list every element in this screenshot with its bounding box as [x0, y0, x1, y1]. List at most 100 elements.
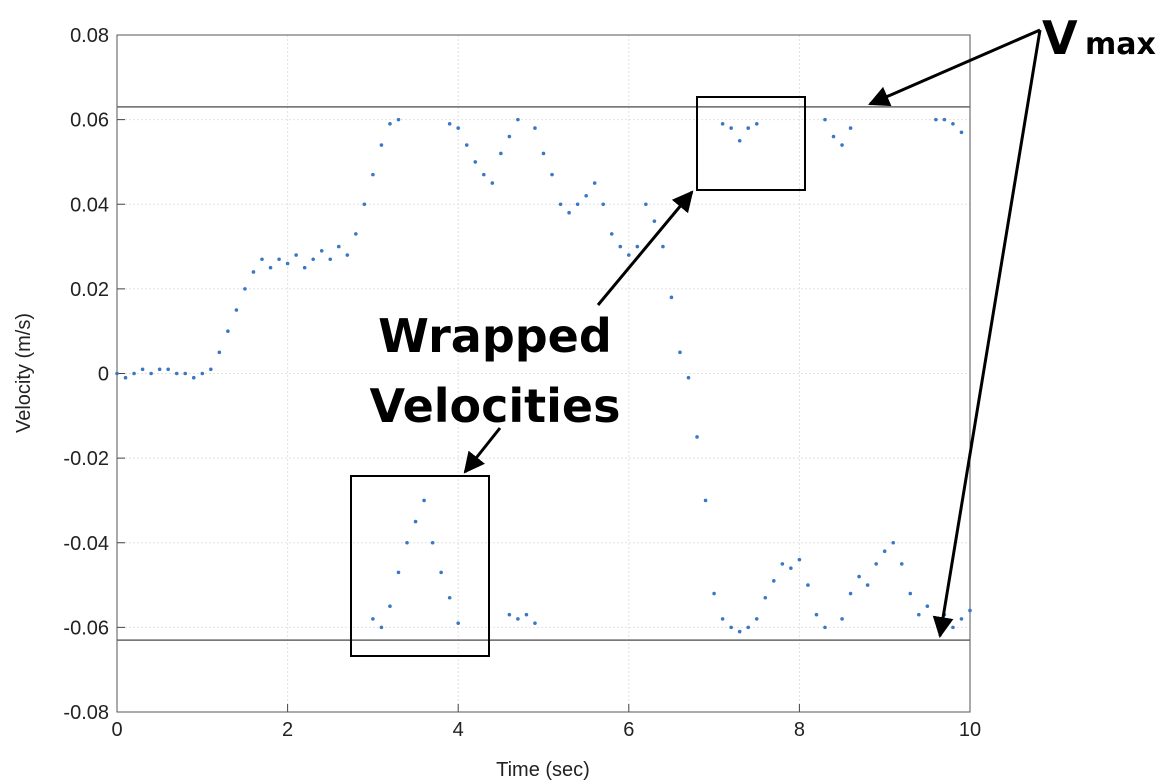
data-point: [319, 248, 324, 253]
data-point: [737, 629, 742, 634]
data-point: [132, 371, 136, 376]
y-tick-label: 0.06: [70, 110, 109, 132]
x-tick-label: 4: [453, 719, 464, 741]
data-point: [917, 612, 921, 617]
arrow: [596, 190, 694, 306]
annotation: V: [1042, 11, 1078, 65]
data-point: [524, 612, 529, 617]
data-point: [456, 621, 461, 625]
y-tick-label: 0.04: [70, 194, 109, 216]
data-point: [959, 617, 964, 621]
data-point: [243, 287, 247, 291]
data-point: [729, 625, 733, 630]
data-point: [575, 202, 580, 207]
data-point: [174, 371, 179, 376]
data-point: [499, 151, 503, 156]
data-point: [831, 134, 836, 139]
x-axis-label: Time (sec): [496, 759, 590, 781]
data-point: [140, 367, 145, 372]
data-point: [413, 519, 418, 524]
data-point: [157, 367, 162, 372]
data-point: [618, 244, 623, 249]
y-tick-label: -0.06: [63, 617, 109, 639]
data-point: [959, 130, 964, 135]
arrow: [868, 28, 1041, 107]
data-point: [268, 265, 273, 270]
data-point: [899, 562, 904, 566]
data-point: [430, 540, 435, 545]
data-point: [191, 375, 196, 380]
data-point: [891, 540, 896, 545]
data-point: [695, 435, 699, 439]
data-point: [763, 595, 768, 600]
data-point: [516, 117, 520, 122]
data-point: [439, 570, 443, 575]
data-point: [379, 625, 384, 630]
data-point: [601, 202, 606, 207]
data-point: [558, 202, 563, 207]
y-tick-label: 0.08: [70, 25, 109, 47]
data-point: [226, 329, 230, 333]
data-point: [942, 117, 947, 122]
data-point: [396, 570, 401, 575]
data-point: [584, 193, 588, 198]
highlight-box: [350, 475, 490, 657]
data-point: [336, 244, 341, 249]
data-point: [379, 143, 384, 147]
data-point: [277, 257, 281, 262]
data-point: [405, 540, 409, 545]
data-point: [166, 367, 170, 372]
data-point: [840, 143, 844, 147]
data-point: [678, 350, 682, 355]
data-point: [345, 253, 350, 257]
data-point: [823, 117, 827, 122]
y-tick-label: 0: [98, 364, 109, 386]
data-point: [533, 126, 537, 130]
data-point: [362, 202, 367, 207]
data-point: [746, 126, 751, 130]
arrow: [932, 29, 1042, 639]
data-point: [123, 375, 128, 380]
data-point: [627, 253, 631, 257]
arrow: [463, 427, 502, 474]
data-point: [865, 583, 870, 587]
data-point: [703, 498, 708, 503]
data-point: [609, 232, 614, 236]
data-point: [447, 595, 452, 600]
plot-area: -0.08 -0.06 -0.04 -0.02 0 0.02 0.04 0.06 0.08 0 2 4…: [63, 25, 981, 741]
data-point: [490, 181, 495, 185]
data-point: [669, 295, 674, 300]
data-point: [388, 604, 392, 609]
data-point: [661, 244, 665, 249]
data-point: [464, 143, 469, 147]
data-point: [848, 591, 853, 596]
data-point: [473, 160, 478, 164]
y-axis-label: Velocity (m/s): [13, 313, 35, 433]
data-point: [217, 350, 222, 355]
data-point: [934, 617, 938, 621]
data-point: [686, 375, 691, 380]
data-point: [533, 621, 537, 625]
data-point: [737, 138, 742, 143]
data-point: [294, 253, 298, 257]
highlight-box: [696, 96, 806, 191]
data-point: [507, 134, 512, 139]
data-point: [183, 371, 188, 376]
data-point: [934, 117, 938, 122]
data-point: [908, 591, 913, 596]
data-point: [285, 261, 290, 266]
data-point: [550, 172, 554, 177]
data-point: [481, 172, 486, 177]
data-point: [780, 562, 785, 566]
data-point: [328, 257, 333, 262]
data-point: [857, 574, 861, 579]
data-point: [541, 151, 546, 156]
data-point: [968, 608, 972, 613]
y-tick-label: -0.02: [63, 448, 109, 470]
y-tick-label: 0.02: [70, 279, 109, 301]
annotation: Wrapped: [378, 309, 612, 363]
data-point: [746, 625, 751, 630]
data-point: [754, 617, 759, 621]
annotation: Velocities: [369, 379, 620, 433]
